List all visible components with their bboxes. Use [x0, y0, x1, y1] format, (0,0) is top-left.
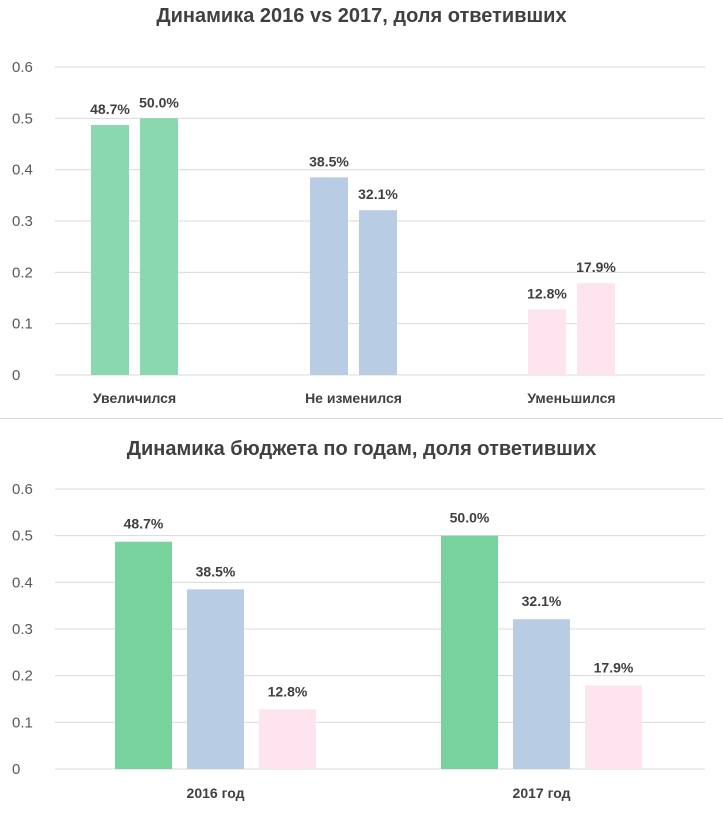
y-tick-label: 0.4 [12, 162, 33, 179]
data-label: 17.9% [594, 659, 634, 675]
bar [310, 177, 348, 375]
x-category-label: Не изменился [305, 390, 402, 406]
data-label: 48.7% [90, 101, 130, 117]
bar [513, 619, 570, 769]
y-tick-label: 0.6 [12, 481, 33, 498]
x-category-label: Увеличился [93, 390, 176, 406]
chart-budget-by-year: Динамика бюджета по годам, доля ответивш… [0, 418, 723, 816]
bar [91, 125, 129, 375]
y-tick-label: 0.1 [12, 316, 33, 333]
data-label: 32.1% [522, 593, 562, 609]
data-label: 17.9% [576, 259, 616, 275]
y-tick-label: 0.5 [12, 528, 33, 545]
y-tick-label: 0 [12, 367, 20, 384]
data-label: 38.5% [309, 153, 349, 169]
data-label: 32.1% [358, 186, 398, 202]
data-label: 12.8% [527, 285, 567, 301]
chart-2016-vs-2017: Динамика 2016 vs 2017, доля ответивших 0… [12, 5, 705, 406]
bar [115, 541, 172, 769]
bar [187, 589, 244, 769]
bar [528, 309, 566, 375]
data-label: 50.0% [450, 510, 490, 526]
y-tick-label: 0.2 [12, 264, 33, 281]
data-label: 38.5% [196, 563, 236, 579]
data-label: 48.7% [124, 516, 164, 532]
chart-plot-area: 0 0.1 0.2 0.3 0.4 0.5 0.6 48.7% 38.5% 12.8% 2016 г… [12, 481, 705, 801]
y-tick-label: 0.4 [12, 574, 33, 591]
y-tick-label: 0.1 [12, 714, 33, 731]
x-category-label: Уменьшился [527, 390, 615, 406]
y-tick-label: 0.6 [12, 59, 33, 76]
bar [259, 709, 316, 769]
y-tick-label: 0.5 [12, 110, 33, 127]
data-label: 12.8% [268, 683, 308, 699]
chart-title: Динамика 2016 vs 2017, доля ответивших [156, 5, 567, 27]
y-tick-label: 0.3 [12, 213, 33, 230]
chart-title: Динамика бюджета по годам, доля ответивш… [126, 438, 597, 460]
bar [441, 535, 498, 769]
y-tick-label: 0.2 [12, 668, 33, 685]
y-tick-label: 0 [12, 761, 20, 778]
x-category-label: 2017 год [513, 785, 571, 801]
bar [585, 685, 642, 769]
bar [140, 118, 178, 375]
x-category-label: 2016 год [187, 785, 245, 801]
chart-plot-area: 0 0.1 0.2 0.3 0.4 0.5 0.6 48.7% 50.0% Увеличился 3… [12, 59, 705, 406]
data-label: 50.0% [139, 94, 179, 110]
y-tick-label: 0.3 [12, 621, 33, 638]
bar [577, 283, 615, 375]
bar [359, 210, 397, 375]
